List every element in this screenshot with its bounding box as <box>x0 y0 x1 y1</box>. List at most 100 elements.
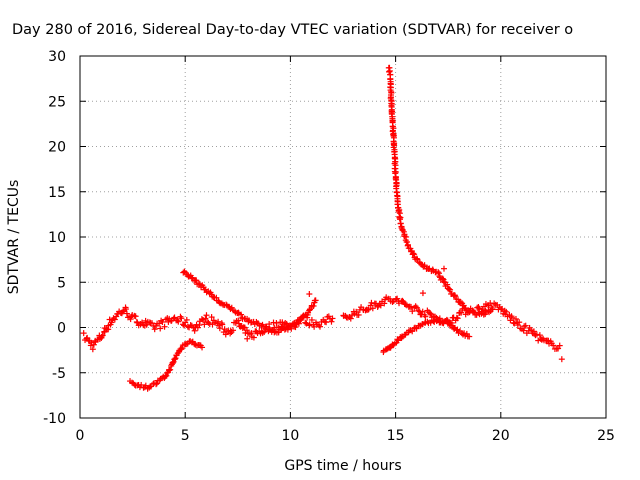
y-tick-label: 15 <box>48 185 66 201</box>
data-point <box>503 308 510 315</box>
data-point <box>381 300 388 307</box>
x-tick-label: 20 <box>492 428 510 444</box>
data-point <box>329 315 336 322</box>
data-point <box>368 299 375 306</box>
y-axis-label: SDTVAR / TECUs <box>6 180 22 295</box>
data-point <box>142 382 149 389</box>
data-point <box>412 303 419 310</box>
data-point <box>243 327 250 334</box>
data-point <box>143 321 150 328</box>
data-point <box>216 325 223 332</box>
data-point <box>522 322 529 329</box>
data-point <box>222 331 229 338</box>
x-tick-label: 5 <box>181 428 190 444</box>
data-point <box>323 319 330 326</box>
data-point <box>172 355 179 362</box>
data-point <box>536 332 543 339</box>
data-point <box>159 319 166 326</box>
data-point <box>389 298 396 305</box>
data-point <box>377 302 384 309</box>
data-point <box>208 314 215 321</box>
data-point <box>151 326 158 333</box>
data-point <box>466 333 473 340</box>
x-tick-label: 25 <box>597 428 615 444</box>
data-point <box>306 307 313 314</box>
data-point <box>139 319 146 326</box>
data-point <box>238 311 245 318</box>
data-point <box>183 341 190 348</box>
data-point <box>399 297 406 304</box>
data-point <box>369 305 376 312</box>
data-point <box>386 68 393 75</box>
data-point <box>199 344 206 351</box>
data-point <box>181 268 188 275</box>
data-point <box>436 274 443 281</box>
x-axis-label: GPS time / hours <box>284 458 401 474</box>
data-point <box>244 335 251 342</box>
data-point <box>205 319 212 326</box>
data-point <box>302 319 309 326</box>
data-point <box>514 322 521 329</box>
ticks-layer: 0 5 10 15 20 25 -10 -5 0 5 10 15 20 25 30 <box>43 49 615 444</box>
data-point <box>153 381 160 388</box>
data-point <box>89 346 96 353</box>
data-point <box>436 273 443 280</box>
data-point <box>422 313 429 320</box>
data-point <box>353 308 360 315</box>
data-point <box>347 315 354 322</box>
data-point <box>202 315 209 322</box>
data-point <box>157 325 164 332</box>
data-point <box>191 327 198 334</box>
data-point <box>444 281 451 288</box>
data-point <box>458 309 465 316</box>
data-point <box>410 250 417 257</box>
data-point <box>165 318 172 325</box>
data-point <box>98 333 105 340</box>
y-tick-label: 25 <box>48 94 66 110</box>
x-tick-label: 10 <box>281 428 299 444</box>
data-point <box>328 318 335 325</box>
data-point <box>123 310 130 317</box>
y-tick-label: -5 <box>52 366 66 382</box>
data-point <box>310 302 317 309</box>
data-point <box>111 316 118 323</box>
data-point <box>413 255 420 262</box>
data-point <box>166 367 173 374</box>
data-point <box>297 317 304 324</box>
data-point <box>181 322 188 329</box>
data-point <box>558 356 565 363</box>
data-point <box>435 269 442 276</box>
chart-title: Day 280 of 2016, Sidereal Day-to-day VTE… <box>12 22 573 38</box>
data-point <box>312 297 319 304</box>
y-tick-label: 0 <box>57 321 66 337</box>
data-point <box>161 323 168 330</box>
data-point <box>440 265 447 272</box>
data-point <box>556 342 563 349</box>
data-point <box>275 329 282 336</box>
data-point <box>403 239 410 246</box>
data-point <box>306 291 313 298</box>
data-point <box>440 278 447 285</box>
data-point <box>511 320 518 327</box>
data-point <box>447 286 454 293</box>
data-point <box>178 345 185 352</box>
data-point <box>397 220 404 227</box>
data-point <box>171 356 178 363</box>
y-tick-label: 20 <box>48 140 66 156</box>
data-point <box>178 315 185 322</box>
data-point <box>293 320 300 327</box>
data-point <box>80 330 87 337</box>
y-tick-label: 10 <box>48 230 66 246</box>
data-point <box>415 307 422 314</box>
data-point <box>188 274 195 281</box>
data-point <box>308 316 315 323</box>
data-point <box>250 334 257 341</box>
data-point <box>193 277 200 284</box>
data-point <box>227 305 234 312</box>
data-point <box>402 301 409 308</box>
data-point <box>215 318 222 325</box>
data-point <box>392 170 399 177</box>
data-point <box>153 380 160 387</box>
data-point <box>439 275 446 282</box>
data-point <box>409 308 416 315</box>
